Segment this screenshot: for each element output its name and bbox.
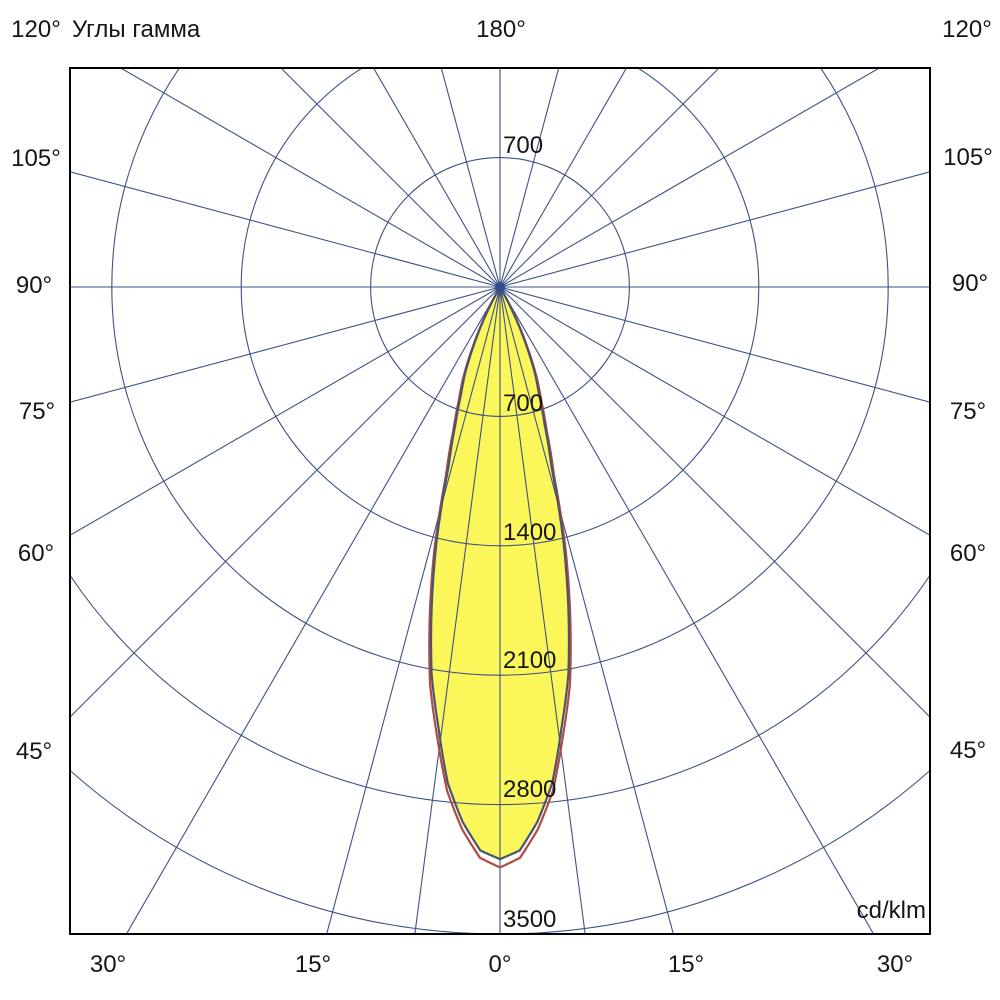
bottom-angle-0: 0° xyxy=(488,951,512,978)
grid-ray xyxy=(499,68,628,288)
bottom-angle-30-left: 30° xyxy=(89,951,127,978)
left-angle-75: 75° xyxy=(18,398,56,425)
grid-ray xyxy=(499,286,875,934)
grid-ray xyxy=(499,286,930,403)
right-angle-90: 90° xyxy=(951,270,989,297)
plot-border xyxy=(69,67,931,935)
grid-ray xyxy=(499,68,881,288)
left-angle-105: 105° xyxy=(11,145,61,172)
top-angle-label: 180° xyxy=(476,16,526,43)
left-angle-60: 60° xyxy=(17,540,55,567)
grid-ray xyxy=(70,171,501,288)
grid-ray xyxy=(440,68,501,288)
radial-label-1400: 1400 xyxy=(503,519,557,546)
grid-ray xyxy=(70,286,501,536)
bottom-angle-15-right: 15° xyxy=(667,951,705,978)
grid-ray xyxy=(414,286,501,934)
grid-ray xyxy=(499,286,586,934)
left-angle-45: 45° xyxy=(15,738,53,765)
grid-ray xyxy=(119,68,501,288)
grid-ray xyxy=(499,286,930,536)
beam-outline-blue xyxy=(429,284,571,861)
grid-ray xyxy=(372,68,501,288)
grid-ray xyxy=(499,171,930,288)
units-label: cd/klm xyxy=(856,897,926,924)
grid-ray xyxy=(125,286,501,934)
right-angle-60: 60° xyxy=(949,540,987,567)
grid-ray xyxy=(499,68,560,288)
corner-angle-top-left: 120° xyxy=(11,16,61,43)
grid-ray xyxy=(499,286,930,718)
right-angle-75: 75° xyxy=(949,398,987,425)
left-angle-90: 90° xyxy=(15,272,53,299)
grid-ray xyxy=(499,68,720,288)
grid-ray xyxy=(70,286,501,403)
bottom-angle-15-left: 15° xyxy=(294,951,332,978)
bottom-angle-30-right: 30° xyxy=(876,951,914,978)
radial-label-2800: 2800 xyxy=(503,776,557,803)
chart-title: Углы гамма xyxy=(72,16,201,43)
right-angle-105: 105° xyxy=(943,144,993,171)
grid-ray xyxy=(70,286,501,718)
grid-ray xyxy=(280,68,501,288)
radial-label-2100: 2100 xyxy=(503,647,557,674)
right-angle-45: 45° xyxy=(949,737,987,764)
radial-label-3500: 3500 xyxy=(503,906,557,933)
center-point xyxy=(495,282,505,292)
radial-label-700-top: 700 xyxy=(503,132,544,159)
corner-angle-top-right: 120° xyxy=(942,16,992,43)
radial-label-700: 700 xyxy=(503,390,544,417)
